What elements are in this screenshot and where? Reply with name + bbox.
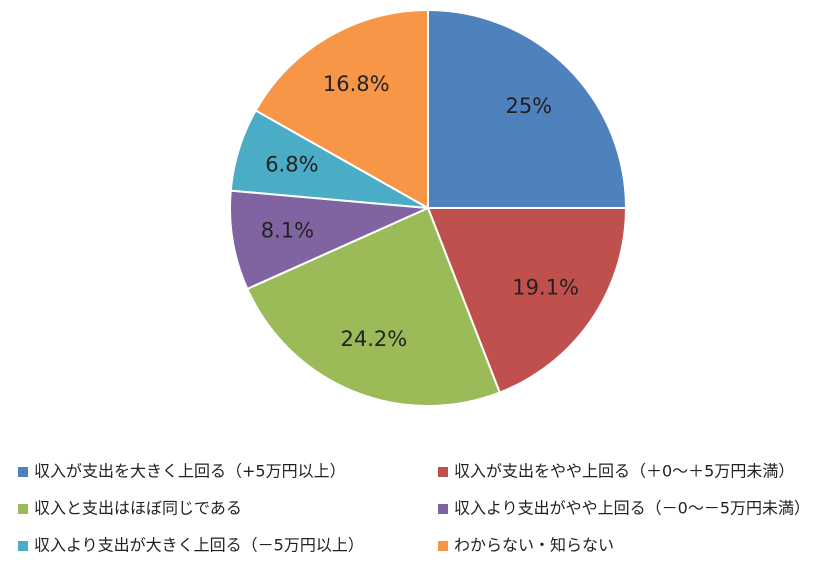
data-label: 24.2% [340, 327, 407, 351]
legend-swatch [438, 467, 448, 477]
legend-swatch [18, 467, 28, 477]
data-label: 25% [505, 94, 552, 118]
pie-slice [254, 8, 429, 210]
legend-swatch [18, 504, 28, 514]
legend-swatch [18, 541, 28, 551]
data-label: 16.8% [323, 72, 390, 96]
legend-label: 収入が支出を大きく上回る（+5万円以上） [34, 462, 346, 481]
pie-slice [427, 8, 628, 209]
data-label: 8.1% [261, 219, 314, 243]
legend-label: 収入と支出はほぼ同じである [34, 499, 242, 518]
data-label: 19.1% [512, 276, 579, 300]
pie-slice [229, 189, 432, 291]
legend-swatch [438, 504, 448, 514]
data-label: 6.8% [265, 153, 318, 177]
legend-label: わからない・知らない [454, 536, 614, 555]
pie-slice [426, 207, 628, 394]
legend-label: 収入より支出が大きく上回る（－5万円以上） [34, 536, 364, 555]
legend-label: 収入より支出がやや上回る（－0～－5万円未満） [454, 499, 810, 518]
pie-slice [245, 206, 502, 407]
legend-label: 収入が支出をやや上回る（＋0～＋5万円未満） [454, 462, 794, 481]
legend-swatch [438, 541, 448, 551]
